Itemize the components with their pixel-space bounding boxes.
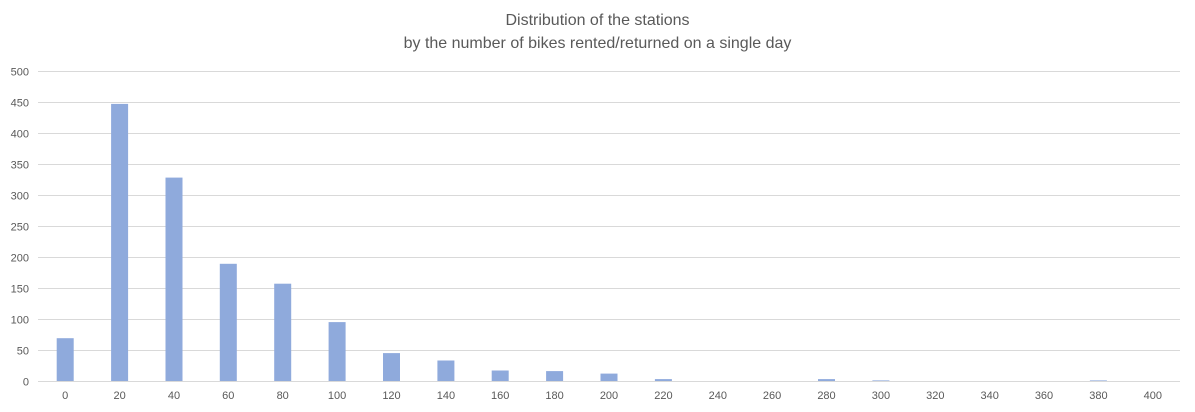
x-tick-label: 100 (328, 390, 346, 402)
y-tick-label: 0 (23, 377, 29, 389)
bar (1089, 380, 1107, 381)
x-tick-label: 60 (222, 390, 234, 402)
bar (437, 360, 455, 381)
bar (872, 380, 890, 381)
y-tick-label: 50 (17, 346, 29, 358)
y-tick-label: 250 (11, 222, 29, 234)
x-tick-label: 240 (709, 390, 727, 402)
x-tick-label: 40 (168, 390, 180, 402)
x-tick-label: 400 (1144, 390, 1162, 402)
x-tick-label: 300 (872, 390, 890, 402)
x-tick-label: 380 (1089, 390, 1107, 402)
x-tick-label: 20 (113, 390, 125, 402)
bar (219, 263, 237, 381)
chart-subtitle: by the number of bikes rented/returned o… (403, 35, 792, 52)
x-tick-label: 280 (817, 390, 835, 402)
x-tick-label: 360 (1035, 390, 1053, 402)
x-tick-label: 200 (600, 390, 618, 402)
bar (274, 283, 292, 381)
bar (111, 103, 129, 382)
x-tick-label: 140 (437, 390, 455, 402)
y-tick-label: 400 (11, 129, 29, 141)
y-tick-label: 150 (11, 284, 29, 296)
y-tick-label: 300 (11, 191, 29, 203)
x-tick-label: 320 (926, 390, 944, 402)
y-tick-label: 100 (11, 315, 29, 327)
x-tick-label: 80 (277, 390, 289, 402)
y-tick-label: 200 (11, 253, 29, 265)
x-tick-label: 160 (491, 390, 509, 402)
x-tick-label: 0 (62, 390, 68, 402)
y-tick-label: 350 (11, 160, 29, 172)
bar (165, 177, 183, 381)
x-tick-label: 340 (981, 390, 999, 402)
bar (818, 379, 835, 381)
x-tick-label: 220 (654, 390, 672, 402)
bar (546, 371, 564, 381)
y-tick-label: 450 (11, 98, 29, 110)
bar (328, 322, 346, 381)
bar (654, 379, 672, 381)
bar (383, 353, 400, 381)
x-tick-label: 180 (545, 390, 563, 402)
chart-title: Distribution of the stations (505, 12, 690, 29)
bar (56, 338, 74, 381)
x-tick-label: 120 (382, 390, 400, 402)
y-tick-label: 500 (11, 67, 29, 79)
bar (491, 370, 509, 381)
bar (600, 373, 618, 381)
x-tick-label: 260 (763, 390, 781, 402)
